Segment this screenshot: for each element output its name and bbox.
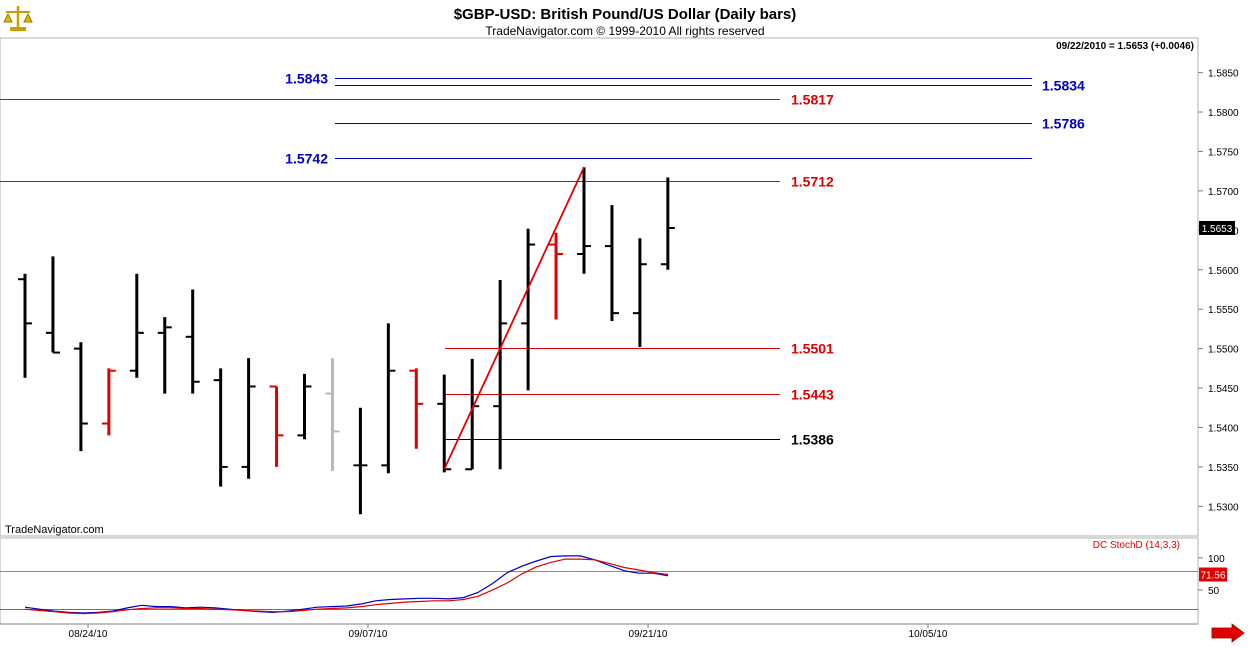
chart-subtitle: TradeNavigator.com © 1999-2010 All right… (485, 24, 764, 38)
ohlc-bar (129, 273, 144, 378)
stoch-panel (0, 537, 1199, 625)
ohlc-bar (213, 368, 228, 487)
y-tick-label: 1.5450 (1208, 384, 1239, 395)
ohlc-bar (549, 232, 564, 320)
stoch-y-tick-label: 100 (1208, 554, 1225, 565)
level-label: 1.5843 (285, 71, 328, 87)
y-tick-label: 1.5500 (1208, 345, 1239, 356)
x-tick-label: 09/07/10 (349, 629, 388, 640)
trendline-group (443, 166, 585, 470)
ohlc-bar (157, 317, 172, 394)
y-tick-label: 1.5550 (1208, 305, 1239, 316)
stoch-lines: 71.56 (0, 555, 1227, 615)
price-readout: 09/22/2010 = 1.5653 (+0.0046) (1056, 41, 1194, 52)
ohlc-bar (185, 289, 200, 394)
y-tick-label: 1.5600 (1208, 266, 1239, 277)
level-label: 1.5712 (791, 174, 834, 190)
stoch-value-label: 71.56 (1200, 571, 1225, 582)
level-label: 1.5443 (791, 387, 834, 403)
ohlc-bar (437, 374, 452, 473)
y-tick-label: 1.5700 (1208, 187, 1239, 198)
level-label: 1.5786 (1042, 116, 1085, 132)
x-tick-label: 08/24/10 (69, 629, 108, 640)
ohlc-bar (297, 373, 312, 440)
x-axis: 08/24/10 09/07/10 09/21/10 10/05/10 (69, 624, 948, 640)
ohlc-bar (577, 167, 591, 274)
ohlc-bar (18, 273, 32, 378)
ohlc-bar (353, 407, 368, 515)
level-label: 1.5386 (791, 432, 834, 448)
ohlc-bar (493, 280, 508, 470)
y-tick-label: 1.5400 (1208, 423, 1239, 434)
ohlc-bar (632, 238, 647, 348)
current-price-marker: 1.5653 (1199, 220, 1235, 235)
ohlc-bar (381, 323, 396, 474)
ohlc-bar (45, 256, 60, 354)
current-price-label: 1.5653 (1202, 224, 1233, 235)
watermark: TradeNavigator.com (5, 524, 104, 536)
ohlc-bar (241, 358, 256, 479)
stoch-value-box (1199, 567, 1227, 582)
ohlc-bar (660, 177, 675, 270)
level-label: 1.5817 (791, 92, 834, 108)
y-tick-label: 1.5800 (1208, 108, 1239, 119)
ohlc-bars (18, 167, 675, 515)
trendline (443, 166, 585, 470)
current-price-box (1199, 220, 1235, 235)
y-tick-label: 1.5750 (1208, 147, 1239, 158)
y-tick-label: 1.5350 (1208, 463, 1239, 474)
x-tick-label: 09/21/10 (629, 629, 668, 640)
chart-title: $GBP-USD: British Pound/US Dollar (Daily… (454, 6, 797, 23)
ohlc-bar (101, 368, 116, 436)
ohlc-bar (73, 342, 88, 452)
stoch-series-blue (24, 555, 669, 614)
ohlc-bar (521, 228, 536, 391)
level-label: 1.5501 (791, 341, 834, 357)
price-y-axis: 1.5300 1.5350 1.5400 1.5450 1.5500 1.5550 1.56… (1198, 69, 1239, 513)
ohlc-bar (604, 205, 619, 322)
level-label: 1.5834 (1042, 78, 1085, 94)
ohlc-bar (409, 368, 424, 449)
x-tick-label: 10/05/10 (909, 629, 948, 640)
stoch-y-axis: 50 100 (1198, 554, 1225, 597)
stoch-title: DC StochD (14,3,3) (1093, 540, 1180, 551)
price-panel (0, 37, 1199, 537)
ohlc-bar (325, 358, 340, 471)
y-tick-label: 1.5300 (1208, 502, 1239, 513)
level-label: 1.5742 (285, 151, 328, 167)
ohlc-bar (269, 385, 284, 467)
scales-logo-icon[interactable] (2, 2, 34, 34)
y-tick-label: 1.5850 (1208, 69, 1239, 80)
stoch-series-red (24, 558, 669, 615)
stoch-y-tick-label: 50 (1208, 586, 1220, 597)
scroll-right-arrow-icon[interactable] (1211, 623, 1245, 643)
